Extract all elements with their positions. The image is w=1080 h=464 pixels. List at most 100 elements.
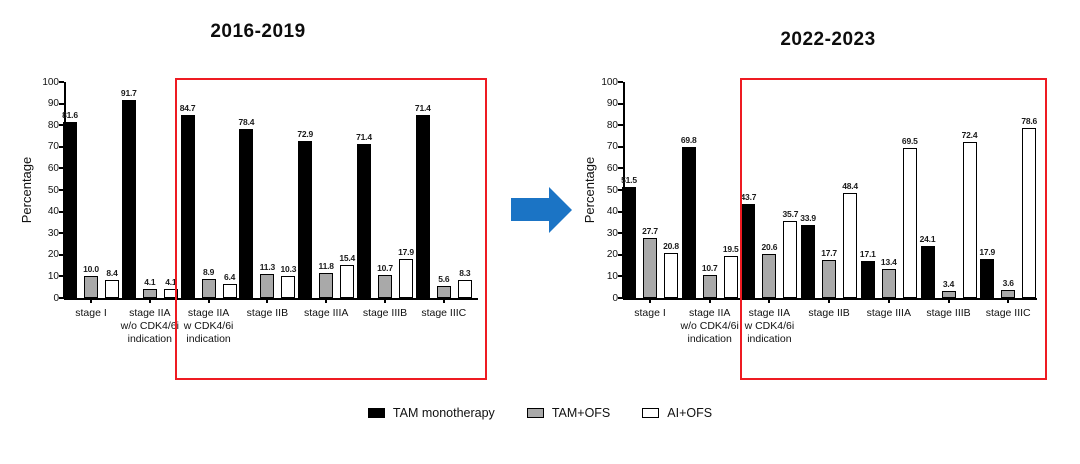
x-tick-mark	[325, 298, 328, 303]
bar-value-label: 24.1	[919, 233, 936, 244]
bar-tam-monotherapy	[357, 143, 371, 298]
x-tick-mark	[148, 298, 151, 303]
bar-value-label: 19.5	[722, 243, 739, 254]
y-tick-mark	[59, 167, 64, 170]
bar-tam-ofs	[1001, 290, 1016, 298]
bar-tam-monotherapy	[239, 128, 254, 298]
legend-item-ai-ofs: AI+OFS	[642, 406, 712, 420]
y-tick-mark	[618, 189, 623, 191]
y-tick-label: 20	[606, 249, 618, 261]
x-tick-mark	[90, 298, 92, 303]
x-category-label: stage I	[75, 307, 107, 319]
y-tick-mark	[618, 253, 623, 256]
bar-value-label: 10.7	[377, 262, 393, 273]
gray-swatch-icon	[526, 408, 544, 418]
y-tick-mark	[59, 210, 64, 213]
bar-tam-monotherapy	[920, 245, 935, 298]
y-tick-label: 90	[606, 98, 618, 110]
y-tick-label: 0	[53, 292, 59, 304]
x-tick-mark	[207, 298, 210, 303]
bar-value-label: 78.6	[1021, 116, 1038, 127]
y-tick-mark	[618, 210, 623, 213]
bar-value-label: 4.1	[144, 277, 156, 288]
bar-value-label: 43.7	[740, 191, 757, 202]
y-tick-mark	[618, 297, 623, 299]
bar-value-label: 20.8	[663, 241, 679, 252]
bar-tam-monotherapy	[622, 186, 636, 298]
bar-value-label: 8.9	[202, 266, 215, 277]
bar-tam-ofs	[762, 253, 777, 298]
bar-tam-ofs	[702, 274, 717, 298]
bar-tam-ofs	[378, 274, 392, 298]
bar-value-label: 17.9	[398, 247, 414, 258]
y-tick-mark	[618, 81, 623, 83]
y-tick-mark	[618, 275, 623, 278]
x-tick-mark	[828, 298, 831, 303]
bar-ai-ofs	[399, 259, 413, 298]
right-chart-plot-area: 0 10 20 30 40 50 60 70 80 90 100 51.5 27.7 20.8 stage …	[601, 77, 1037, 346]
bar-tam-ofs	[941, 290, 956, 298]
y-tick-label: 100	[601, 76, 618, 88]
y-tick-mark	[59, 189, 64, 191]
bar-ai-ofs	[783, 220, 798, 298]
y-tick-mark	[59, 124, 64, 127]
bar-tam-monotherapy	[980, 259, 995, 298]
bar-ai-ofs	[902, 147, 917, 298]
y-tick-label: 20	[47, 249, 59, 261]
bar-tam-monotherapy	[860, 261, 875, 298]
y-tick-mark	[59, 253, 64, 256]
bar-value-label: 27.7	[642, 226, 658, 237]
y-tick-label: 50	[47, 184, 59, 196]
y-tick-label: 80	[47, 119, 59, 131]
x-tick-mark	[442, 298, 445, 303]
black-swatch-icon	[367, 408, 385, 418]
bar-value-label: 91.7	[120, 87, 137, 98]
y-tick-label: 100	[42, 76, 59, 88]
bar-value-label: 17.1	[859, 249, 876, 260]
y-tick-mark	[59, 102, 64, 105]
bar-value-label: 81.6	[62, 109, 78, 120]
x-category-label: stage IIIB	[362, 307, 408, 319]
bar-ai-ofs	[962, 141, 977, 298]
bar-value-label: 4.1	[165, 277, 177, 288]
y-tick-mark	[59, 145, 64, 148]
bar-value-label: 51.5	[621, 174, 637, 185]
y-tick-label: 80	[606, 119, 618, 131]
y-tick-label: 60	[606, 162, 618, 174]
x-category-label: stage IIA w/o CDK4/6i indication	[680, 307, 739, 345]
bar-tam-ofs	[436, 285, 451, 298]
bar-value-label: 78.4	[238, 116, 255, 127]
y-tick-mark	[59, 81, 64, 83]
x-category-label: stage IIIA	[866, 307, 911, 319]
x-tick-mark	[947, 298, 950, 303]
bar-tam-ofs	[201, 278, 216, 298]
bar-value-label: 69.5	[901, 135, 918, 146]
bar-ai-ofs	[723, 255, 738, 298]
x-tick-mark	[649, 298, 651, 303]
y-tick-label: 90	[47, 98, 59, 110]
x-category-label: stage IIIA	[304, 307, 349, 319]
y-tick-label: 10	[606, 270, 618, 282]
bar-ai-ofs	[222, 284, 237, 298]
white-swatch-icon	[642, 408, 660, 418]
x-tick-mark	[384, 298, 386, 303]
bar-value-label: 3.6	[1002, 278, 1014, 289]
bar-value-label: 69.8	[680, 135, 697, 146]
x-category-label: stage IIIB	[926, 307, 971, 319]
x-tick-mark	[708, 298, 711, 303]
bar-value-label: 17.7	[821, 247, 837, 258]
legend-label: TAM monotherapy	[392, 406, 495, 420]
bar-ai-ofs	[843, 193, 858, 298]
bar-value-label: 17.9	[979, 247, 996, 258]
bar-value-label: 72.4	[961, 129, 978, 140]
y-tick-label: 10	[47, 270, 59, 282]
bar-tam-monotherapy	[415, 115, 430, 298]
bar-value-label: 35.7	[782, 208, 799, 219]
bar-tam-ofs	[319, 272, 334, 298]
legend-item-tam-monotherapy: TAM monotherapy	[367, 406, 495, 420]
x-tick-mark	[768, 298, 771, 303]
bar-tam-ofs	[142, 289, 157, 298]
transition-arrow-icon	[511, 198, 551, 221]
bar-tam-monotherapy	[298, 140, 313, 298]
